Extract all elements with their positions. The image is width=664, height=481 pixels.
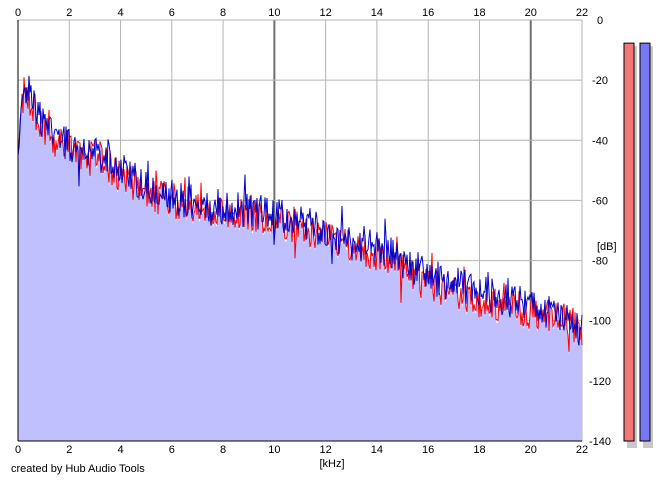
y-axis-label: [dB]: [597, 241, 617, 253]
x-tick-label-top: 12: [320, 7, 332, 19]
y-axis-labels: 0 -20 -40 -60 -80 -100 -120 -140: [589, 15, 611, 448]
x-tick-label-bottom: 4: [117, 444, 123, 456]
x-tick-label-bottom: 0: [15, 444, 21, 456]
x-tick-label-bottom: 20: [525, 444, 537, 456]
x-tick-label-top: 8: [220, 7, 226, 19]
spectrum-fill-area: [18, 80, 582, 442]
x-tick-label-top: 0: [15, 7, 21, 19]
y-tick-label: -40: [592, 135, 608, 147]
x-tick-label-top: 16: [422, 7, 434, 19]
x-tick-label-top: 6: [169, 7, 175, 19]
x-axis-label: [kHz]: [319, 458, 344, 470]
series-layer: [17, 75, 583, 352]
x-tick-label-top: 2: [66, 7, 72, 19]
x-axis-top-labels: 0 2 4 6 8 10 12 14 16 18 20 22: [15, 7, 588, 19]
y-tick-label: -80: [592, 256, 608, 268]
credit-text: created by Hub Audio Tools: [11, 463, 145, 475]
spectrum-series-line: [17, 75, 583, 346]
x-tick-label-bottom: 14: [371, 444, 383, 456]
y-tick-label: -20: [592, 75, 608, 87]
x-tick-label-bottom: 12: [320, 444, 332, 456]
x-tick-label-bottom: 18: [473, 444, 485, 456]
x-tick-label-top: 4: [117, 7, 123, 19]
x-tick-label-bottom: 10: [268, 444, 280, 456]
x-tick-label-top: 10: [268, 7, 280, 19]
x-tick-label-bottom: 6: [169, 444, 175, 456]
y-tick-label: -140: [589, 436, 611, 448]
x-tick-label-bottom: 2: [66, 444, 72, 456]
x-tick-label-top: 22: [576, 7, 588, 19]
y-tick-label: 0: [597, 15, 603, 27]
x-axis-bottom-labels: 0 2 4 6 8 10 12 14 16 18 20 22: [15, 444, 588, 456]
y-tick-label: -100: [589, 316, 611, 328]
y-tick-label: -120: [589, 376, 611, 388]
x-tick-label-top: 18: [473, 7, 485, 19]
x-tick-label-bottom: 8: [220, 444, 226, 456]
level-meters: [623, 42, 653, 449]
x-tick-label-bottom: 16: [422, 444, 434, 456]
level-meter-bar: [639, 42, 651, 442]
y-tick-label: -60: [592, 195, 608, 207]
level-meter-bar: [623, 42, 635, 442]
x-tick-label-top: 20: [525, 7, 537, 19]
x-tick-label-top: 14: [371, 7, 383, 19]
x-tick-label-bottom: 22: [576, 444, 588, 456]
